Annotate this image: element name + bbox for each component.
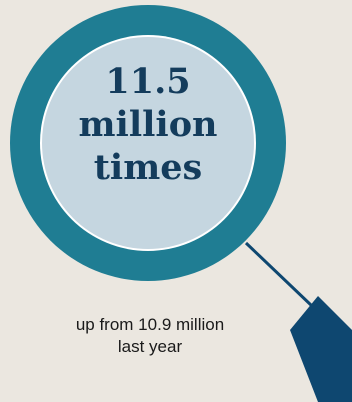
caption-line-1: up from 10.9 million (75, 315, 225, 334)
caption-line-2: last year (117, 337, 183, 356)
headline-number: 11.5 (105, 61, 191, 102)
handle-connector (244, 241, 314, 308)
handle-shape (290, 296, 352, 402)
headline-unit: million (78, 104, 218, 145)
comparison-caption: up from 10.9 million last year (20, 314, 280, 358)
headline-noun: times (93, 147, 203, 188)
lens-glass (42, 37, 254, 249)
headline-stat: 11.5 million times (53, 60, 243, 189)
